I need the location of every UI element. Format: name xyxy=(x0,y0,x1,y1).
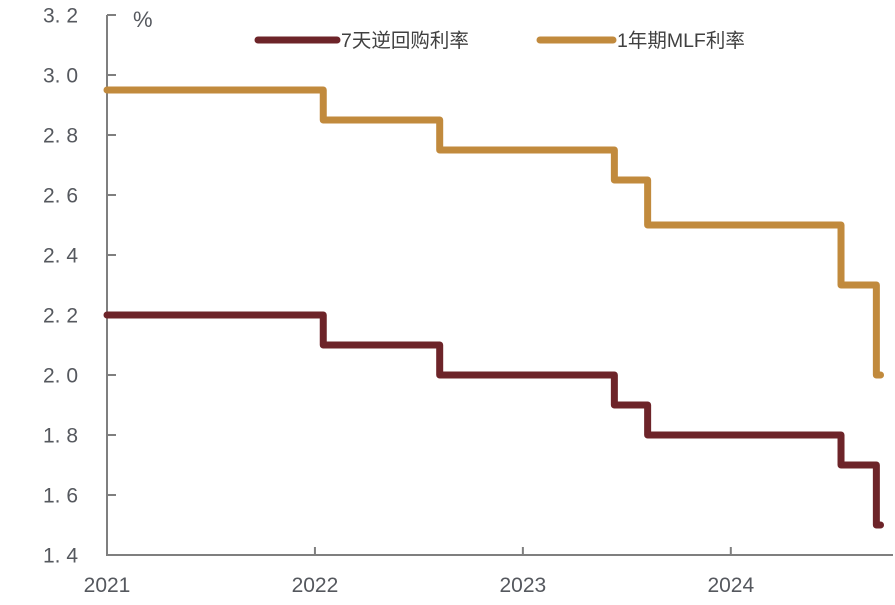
x-axis-label: 2022 xyxy=(292,574,339,597)
y-axis-label: 3. 0 xyxy=(43,65,78,88)
y-axis-label: 2. 6 xyxy=(43,185,78,208)
y-axis-label: 1. 8 xyxy=(43,425,78,448)
axis-frame xyxy=(106,15,893,556)
y-axis-label: 1. 4 xyxy=(43,545,78,568)
y-axis-label: 2. 8 xyxy=(43,125,78,148)
y-axis-label: 1. 6 xyxy=(43,485,78,508)
series-line-0 xyxy=(103,311,885,529)
y-axis-unit-label: % xyxy=(133,7,153,32)
series-line-1 xyxy=(103,86,885,379)
legend-label-1: 1年期MLF利率 xyxy=(617,30,745,52)
x-axis-label: 2021 xyxy=(84,574,131,597)
y-axis-label: 2. 2 xyxy=(43,305,78,328)
x-axis-label: 2023 xyxy=(500,574,547,597)
x-axis-label: 2024 xyxy=(707,574,754,597)
y-axis-label: 2. 0 xyxy=(43,365,78,388)
legend-label-0: 7天逆回购利率 xyxy=(341,30,469,52)
y-axis-label: 2. 4 xyxy=(43,245,78,268)
y-axis-label: 3. 2 xyxy=(43,5,78,28)
